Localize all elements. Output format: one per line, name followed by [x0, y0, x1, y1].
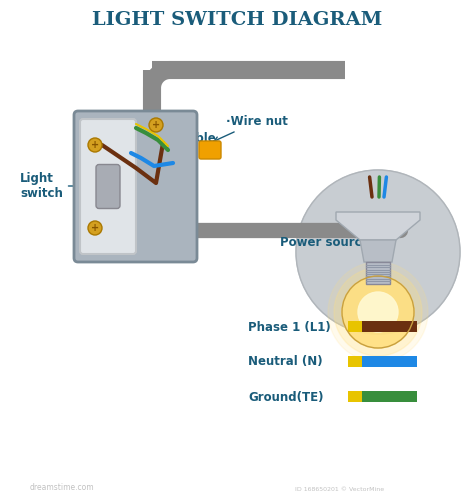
Text: dreamstime.com: dreamstime.com — [30, 483, 95, 492]
Text: Power source: Power source — [280, 236, 370, 249]
Text: Neutral (N): Neutral (N) — [248, 356, 323, 368]
Text: Light
switch: Light switch — [20, 172, 79, 200]
Circle shape — [358, 292, 398, 332]
Text: +: + — [91, 140, 99, 150]
Circle shape — [296, 170, 460, 334]
Circle shape — [149, 118, 163, 132]
Text: +: + — [152, 120, 160, 130]
Text: ·Wire nut: ·Wire nut — [214, 115, 288, 141]
Bar — [362, 356, 417, 367]
Bar — [348, 391, 362, 402]
Bar — [348, 321, 362, 332]
Text: ·Cable: ·Cable — [156, 132, 217, 145]
Bar — [362, 391, 417, 402]
Circle shape — [88, 138, 102, 152]
Circle shape — [88, 221, 102, 235]
FancyBboxPatch shape — [74, 111, 197, 262]
FancyBboxPatch shape — [80, 119, 136, 254]
FancyBboxPatch shape — [96, 164, 120, 208]
Text: ID 168650201 © VectorMine: ID 168650201 © VectorMine — [295, 487, 384, 492]
Polygon shape — [360, 240, 396, 262]
FancyBboxPatch shape — [199, 141, 221, 159]
Circle shape — [328, 262, 428, 362]
Text: Phase 1 (L1): Phase 1 (L1) — [248, 320, 331, 334]
Polygon shape — [336, 212, 420, 240]
Bar — [362, 321, 417, 332]
Text: Ground(TE): Ground(TE) — [248, 390, 323, 404]
Circle shape — [334, 268, 422, 356]
Bar — [348, 356, 362, 367]
FancyBboxPatch shape — [366, 262, 390, 284]
Text: LIGHT SWITCH DIAGRAM: LIGHT SWITCH DIAGRAM — [92, 11, 382, 29]
Text: +: + — [91, 223, 99, 233]
Circle shape — [342, 276, 414, 348]
